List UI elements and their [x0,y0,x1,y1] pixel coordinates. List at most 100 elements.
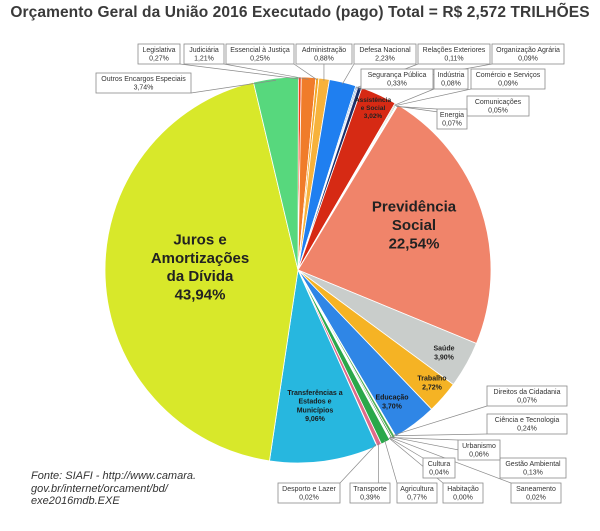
svg-text:Segurança Pública: Segurança Pública [368,72,427,79]
slice-callout-direitos-da-cidadania: Direitos da Cidadania 0,07% [486,385,568,407]
slice-label-assist-ncia-social: Assistência e Social 3,02% [355,97,392,120]
slice-callout-rela-es-exteriores: Relações Exteriores 0,11% [417,43,491,65]
leader-line-direitos-da-cidadania [394,405,488,436]
svg-text:0,24%: 0,24% [517,426,537,433]
slice-callout-cultura: Cultura 0,04% [422,457,456,479]
svg-text:Desporto e Lazer: Desporto e Lazer [282,486,336,493]
leader-line-desporto-e-lazer [339,444,377,484]
slice-label-trabalho: Trabalho 2,72% [417,376,446,392]
svg-text:0,07%: 0,07% [442,121,462,128]
slice-callout-com-rcio-e-servi-os: Comércio e Serviços 0,09% [470,68,546,90]
svg-text:3,74%: 3,74% [134,85,154,92]
pie-slices [104,76,492,464]
leader-line-legislativa [179,63,300,80]
svg-text:0,77%: 0,77% [407,495,427,502]
svg-text:0,04%: 0,04% [429,470,449,477]
pie-slice-juros-e-amortiza-es-da-d-vida [104,81,299,462]
svg-text:0,11%: 0,11% [444,56,463,63]
slice-callout-judici-ria: Judiciária 1,21% [183,43,225,65]
svg-text:0,88%: 0,88% [314,56,334,63]
slice-callout-comunica-es: Comunicações 0,05% [466,95,530,117]
svg-text:Relações Exteriores: Relações Exteriores [423,47,486,54]
slice-callout-defesa-nacional: Defesa Nacional 2,23% [353,43,417,65]
source-line-1: Fonte: SIAFI - http://www.camara. [31,470,197,482]
svg-text:0,06%: 0,06% [469,452,489,459]
slice-callout-habita-o: Habitação 0,00% [442,482,484,504]
svg-text:Agricultura: Agricultura [400,486,434,493]
svg-text:2,23%: 2,23% [375,56,395,63]
slice-callout-legislativa: Legislativa 0,27% [137,43,181,65]
slice-label-previd-ncia-social: Previdência Social 22,54% [372,199,457,253]
svg-text:0,09%: 0,09% [518,56,538,63]
leader-line-urbanismo [389,437,459,441]
svg-text:Transporte: Transporte [353,486,387,493]
slice-callout-ci-ncia-e-tecnologia: Ciência e Tecnologia 0,24% [486,413,568,435]
leader-line-ind-stria [394,88,435,106]
slice-callout-administra-o: Administração 0,88% [295,43,353,65]
slice-callout-outros-encargos-especiais: Outros Encargos Especiais 3,74% [95,72,192,94]
svg-text:Cultura: Cultura [428,461,451,468]
source-note: Fonte: SIAFI - http://www.camara. gov.br… [31,470,271,508]
svg-text:0,00%: 0,00% [453,495,473,502]
leader-line-essencial-justi-a [293,63,318,81]
svg-text:0,05%: 0,05% [488,108,508,115]
slice-callout-seguran-a-p-blica: Segurança Pública 0,33% [360,68,434,90]
svg-text:Gestão Ambiental: Gestão Ambiental [505,461,561,468]
source-line-3: exe2016mdb.EXE [31,495,120,507]
svg-text:Defesa Nacional: Defesa Nacional [359,47,411,54]
svg-text:0,13%: 0,13% [523,470,543,477]
svg-text:0,33%: 0,33% [387,81,407,88]
chart-title: Orçamento Geral da União 2016 Executado … [10,4,590,21]
svg-text:Habitação: Habitação [447,486,479,493]
slice-label-sa-de: Saúde 3,90% [433,346,454,362]
leader-line-outros-encargos-especiais [190,79,277,94]
slice-labels: Legislativa 0,27% Judiciária 1,21% Essencial… [95,43,568,504]
svg-text:0,39%: 0,39% [360,495,380,502]
svg-text:0,02%: 0,02% [299,495,319,502]
svg-text:0,27%: 0,27% [149,56,169,63]
svg-text:Judiciária: Judiciária [189,47,219,54]
slice-callout-urbanismo: Urbanismo 0,06% [457,439,501,461]
leader-line-defesa-nacional [341,63,355,85]
leader-line-judici-ria [223,63,309,80]
svg-text:Saneamento: Saneamento [516,486,556,493]
svg-text:Organização Agrária: Organização Agrária [496,47,560,54]
svg-text:Urbanismo: Urbanismo [462,443,496,450]
slice-callout-transporte: Transporte 0,39% [349,482,391,504]
svg-text:Outros Encargos Especiais: Outros Encargos Especiais [101,76,186,83]
svg-text:Comércio e Serviços: Comércio e Serviços [476,72,541,79]
slice-callout-saneamento: Saneamento 0,02% [510,482,562,504]
leader-line-agricultura [384,440,398,484]
slice-label-juros-e-amortiza-es-da-d-vida: Juros e Amortizações da Dívida 43,94% [151,232,249,304]
svg-text:0,07%: 0,07% [517,398,537,405]
svg-text:0,08%: 0,08% [441,81,461,88]
svg-text:Administração: Administração [302,47,346,54]
slice-label-transfer-ncias-a-estados-e-munic-pios: Transferências a Estados e Municípios 9,06% [287,390,342,423]
slice-callout-organiza-o-agr-ria: Organização Agrária 0,09% [491,43,565,65]
svg-text:0,09%: 0,09% [498,81,518,88]
slice-callout-essencial-justi-a: Essencial à Justiça 0,25% [225,43,295,65]
svg-text:Comunicações: Comunicações [475,99,522,106]
slice-callout-desporto-e-lazer: Desporto e Lazer 0,02% [277,482,341,504]
leader-line-energia [396,106,438,110]
slice-callout-ind-stria: Indústria 0,08% [433,68,469,90]
svg-text:Energia: Energia [440,112,464,119]
svg-text:0,02%: 0,02% [526,495,546,502]
source-line-2: gov.br/internet/orcament/bd/ [31,482,168,495]
slice-callout-gest-o-ambiental: Gestão Ambiental 0,13% [499,457,567,479]
svg-text:Essencial à Justiça: Essencial à Justiça [230,47,290,54]
slice-callout-energia: Energia 0,07% [436,108,468,130]
leader-line-ci-ncia-e-tecnologia [392,433,488,437]
slice-label-educa-o: Educação 3,70% [375,395,408,411]
leader-line-cultura [389,437,424,459]
svg-text:Direitos da Cidadania: Direitos da Cidadania [494,389,561,396]
leader-line-com-rcio-e-servi-os [395,88,472,107]
svg-text:Legislativa: Legislativa [142,47,175,54]
pie-slice-previd-ncia-social [297,104,492,344]
svg-text:0,25%: 0,25% [250,56,270,63]
pie-slice-outros-encargos-especiais [252,76,299,271]
leader-lines [179,63,512,484]
svg-text:Indústria: Indústria [438,72,465,79]
svg-text:1,21%: 1,21% [194,56,214,63]
